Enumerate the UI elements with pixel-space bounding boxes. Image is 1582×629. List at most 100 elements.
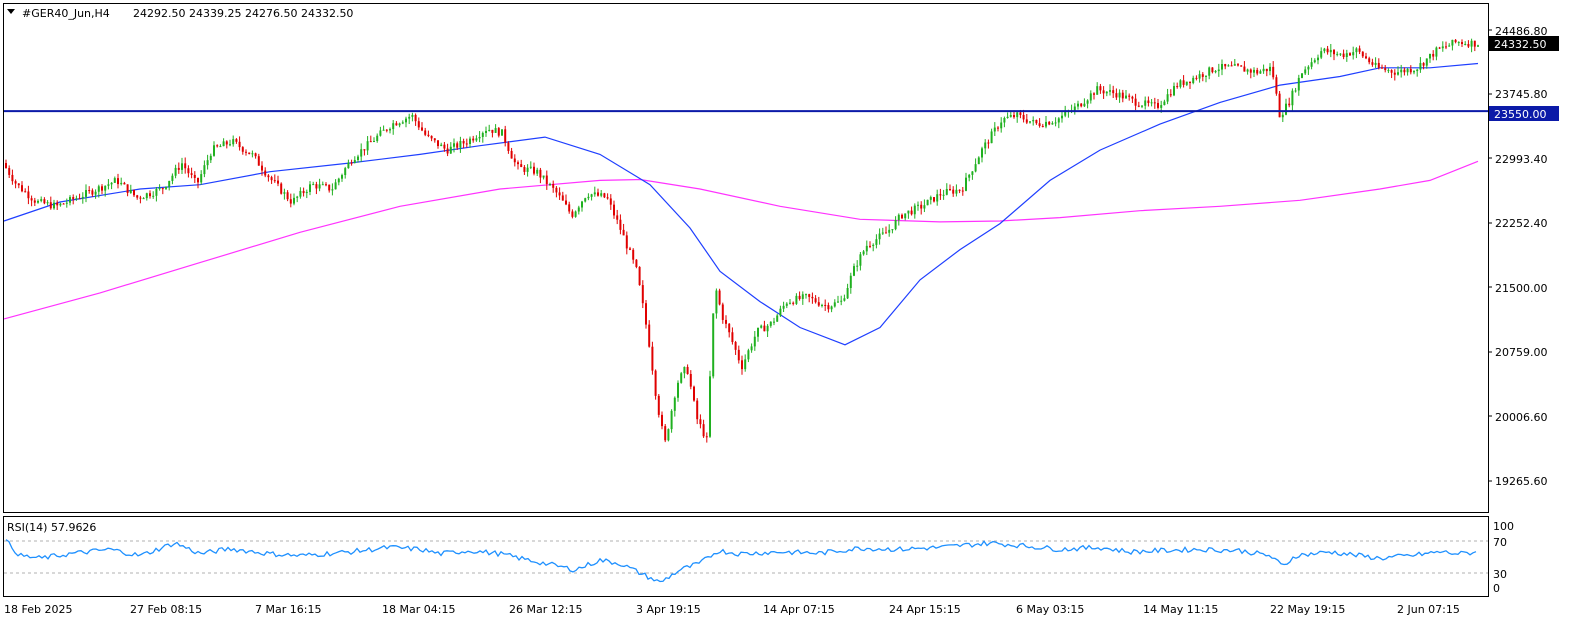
candle-body xyxy=(1336,53,1339,55)
candle-body xyxy=(622,229,625,236)
candle-body xyxy=(1006,116,1009,118)
current-price-tag-text: 24332.50 xyxy=(1494,38,1547,51)
price-label: 24486.80 xyxy=(1495,25,1548,38)
candle-body xyxy=(395,123,398,126)
candle-body xyxy=(184,163,187,169)
candle-body xyxy=(750,346,753,351)
candle-body xyxy=(1445,46,1447,48)
candle-body xyxy=(232,139,235,145)
candle-body xyxy=(283,192,286,194)
candle-body xyxy=(145,193,148,199)
candle-body xyxy=(1259,71,1262,74)
candle-body xyxy=(1451,39,1454,46)
candle-body xyxy=(811,296,814,299)
candle-body xyxy=(62,203,65,205)
candle-body xyxy=(213,145,215,156)
candle-body xyxy=(155,189,158,196)
candle-body xyxy=(318,184,321,189)
candle-body xyxy=(1470,40,1473,47)
candle-body xyxy=(254,153,257,157)
main-chart-frame[interactable] xyxy=(3,3,1489,513)
candle-body xyxy=(917,204,919,206)
candle-body xyxy=(584,198,587,202)
time-label: 14 Apr 07:15 xyxy=(763,603,835,616)
candle-body xyxy=(40,199,43,201)
candle-body xyxy=(472,138,475,141)
candle-body xyxy=(101,186,103,191)
candle-body xyxy=(440,144,443,147)
candle-body xyxy=(219,146,222,148)
candle-body xyxy=(94,191,97,195)
candle-body xyxy=(904,213,907,219)
candle-body xyxy=(1409,69,1412,73)
candle-body xyxy=(664,426,667,441)
candle-body xyxy=(1419,63,1422,70)
candle-body xyxy=(1182,80,1185,85)
time-label: 24 Apr 15:15 xyxy=(889,603,961,616)
candle-body xyxy=(235,139,238,142)
candle-body xyxy=(315,184,318,189)
candle-body xyxy=(894,220,897,230)
candle-body xyxy=(843,298,846,301)
candle-body xyxy=(1217,69,1220,72)
candle-body xyxy=(670,410,673,430)
candle-body xyxy=(869,245,871,247)
candle-body xyxy=(1013,115,1015,118)
current-price-tag xyxy=(1489,36,1559,51)
candle-body xyxy=(1323,48,1326,52)
candle-body xyxy=(1393,72,1396,75)
time-axis: 18 Feb 2025 27 Feb 08:15 7 Mar 16:15 18 … xyxy=(4,603,1460,616)
candle-body xyxy=(117,178,119,185)
candle-body xyxy=(277,180,279,184)
candle-body xyxy=(725,319,727,324)
price-label: 20006.60 xyxy=(1495,411,1548,424)
candle-body xyxy=(1080,103,1083,107)
rsi-axis-label: 0 xyxy=(1493,582,1500,595)
candle-body xyxy=(907,210,910,214)
candle-body xyxy=(1224,64,1227,67)
candle-body xyxy=(216,145,219,147)
candle-body xyxy=(1377,62,1380,68)
candle-body xyxy=(581,201,583,208)
candle-body xyxy=(529,166,532,168)
candle-body xyxy=(1246,69,1249,72)
candle-body xyxy=(1406,69,1409,73)
rsi-panel-frame[interactable] xyxy=(3,516,1489,597)
candle-body xyxy=(8,168,11,175)
candle-body xyxy=(1345,53,1348,58)
candle-body xyxy=(901,214,903,219)
candle-body xyxy=(942,194,945,196)
candle-body xyxy=(353,159,356,163)
candle-body xyxy=(113,178,116,183)
candle-body xyxy=(56,202,59,206)
candle-body xyxy=(817,302,820,306)
candle-body xyxy=(568,204,571,212)
candle-body xyxy=(1265,68,1268,72)
triangle-down-icon[interactable] xyxy=(7,9,15,14)
candle-body xyxy=(1454,39,1457,43)
candle-body xyxy=(1307,66,1310,70)
candle-body xyxy=(1128,95,1131,97)
candle-body xyxy=(1093,93,1095,95)
candle-body xyxy=(1205,75,1207,77)
candle-body xyxy=(373,140,375,142)
candle-body xyxy=(667,429,670,441)
candle-body xyxy=(1221,64,1223,70)
candle-body xyxy=(891,229,894,231)
candlestick-series xyxy=(5,38,1479,443)
candle-body xyxy=(513,158,516,163)
candle-body xyxy=(971,171,974,175)
candle-body xyxy=(65,202,68,204)
candle-body xyxy=(913,205,916,215)
candle-body xyxy=(270,177,273,181)
candle-body xyxy=(1214,71,1217,73)
candle-body xyxy=(910,210,913,215)
candle-body xyxy=(1349,53,1351,56)
candle-body xyxy=(1355,48,1358,53)
candle-body xyxy=(1051,123,1054,125)
candle-body xyxy=(539,169,542,178)
candle-body xyxy=(405,118,407,123)
candle-body xyxy=(638,266,641,286)
candle-body xyxy=(523,167,526,172)
